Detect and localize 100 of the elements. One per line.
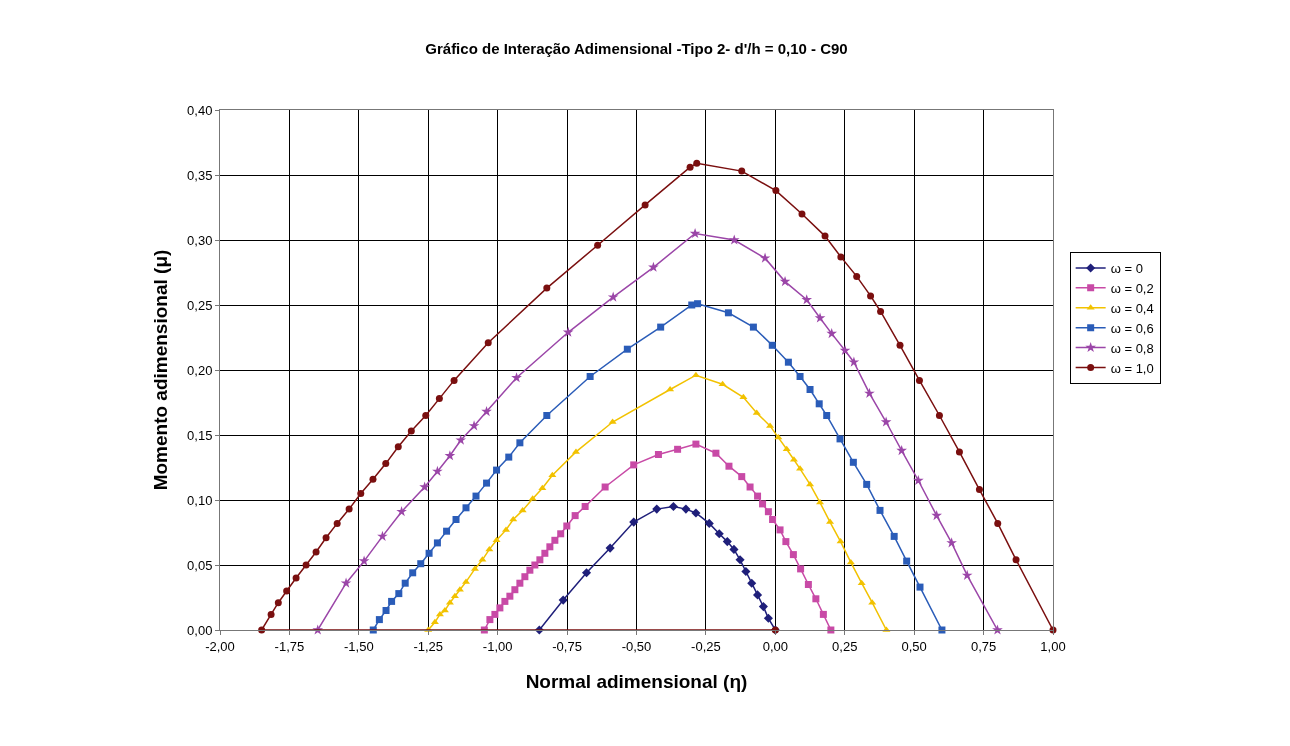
- point: [849, 458, 857, 466]
- point: [551, 536, 559, 544]
- y-tick-label: 0,15: [187, 427, 213, 443]
- legend-label: ω = 0,6: [1110, 320, 1154, 336]
- point: [864, 387, 875, 398]
- point: [571, 512, 579, 520]
- point: [511, 586, 519, 594]
- point: [486, 616, 494, 624]
- point: [511, 372, 522, 383]
- point: [369, 475, 377, 483]
- point: [657, 323, 665, 331]
- y-tick-label: 0,10: [187, 492, 213, 508]
- point: [444, 450, 456, 461]
- point: [516, 579, 524, 587]
- point: [782, 445, 791, 452]
- point: [768, 341, 776, 349]
- point: [375, 616, 383, 624]
- point: [485, 545, 494, 552]
- point: [641, 201, 649, 209]
- point: [839, 344, 851, 356]
- point: [746, 483, 754, 491]
- point: [789, 551, 797, 559]
- point: [725, 462, 733, 470]
- point: [450, 376, 458, 384]
- point: [492, 536, 501, 543]
- point: [481, 406, 492, 417]
- point: [496, 604, 504, 612]
- point: [586, 373, 594, 380]
- point: [935, 412, 943, 419]
- point: [563, 522, 571, 530]
- point: [738, 167, 746, 175]
- point: [821, 232, 829, 240]
- x-tick-label: -0,25: [691, 638, 721, 654]
- point: [812, 595, 820, 603]
- point: [417, 560, 425, 568]
- point: [946, 537, 957, 548]
- point: [623, 345, 631, 353]
- point: [994, 519, 1002, 527]
- point: [718, 380, 727, 387]
- point: [712, 449, 720, 457]
- x-tick-label: -0,50: [621, 638, 652, 654]
- point: [654, 451, 662, 458]
- point: [848, 356, 860, 367]
- y-tick-label: 0,35: [187, 167, 213, 183]
- point: [728, 234, 740, 245]
- point: [491, 610, 499, 618]
- point: [686, 163, 694, 171]
- point: [557, 530, 565, 538]
- point: [581, 503, 589, 510]
- point: [846, 558, 855, 565]
- y-tick-label: 0,40: [187, 102, 213, 118]
- point: [772, 187, 780, 195]
- point: [681, 504, 691, 514]
- point: [896, 341, 904, 349]
- x-tick-label: 0,00: [762, 638, 788, 654]
- point: [396, 506, 407, 517]
- point: [493, 466, 501, 474]
- point: [955, 448, 963, 456]
- point: [395, 590, 403, 598]
- point: [691, 508, 701, 518]
- point: [422, 412, 430, 419]
- point: [435, 610, 444, 617]
- point: [594, 241, 602, 249]
- point: [836, 435, 844, 443]
- point: [536, 556, 544, 564]
- point: [992, 624, 1003, 635]
- point: [322, 534, 330, 542]
- point: [382, 460, 390, 468]
- point: [312, 548, 320, 556]
- point: [916, 583, 924, 591]
- point: [806, 480, 815, 487]
- point: [890, 532, 898, 540]
- point: [543, 284, 551, 292]
- point: [526, 566, 534, 574]
- point: [432, 465, 443, 476]
- point: [724, 309, 732, 317]
- point: [292, 574, 300, 582]
- point: [483, 479, 491, 487]
- point: [302, 561, 310, 569]
- point: [501, 597, 509, 605]
- point: [433, 539, 441, 547]
- point: [693, 159, 701, 167]
- legend-label: ω = 0: [1110, 261, 1143, 277]
- point: [605, 543, 615, 553]
- point: [425, 549, 433, 557]
- point: [407, 427, 415, 435]
- point: [516, 439, 524, 447]
- point: [729, 544, 739, 554]
- point: [784, 358, 792, 366]
- point: [674, 445, 682, 453]
- point: [689, 227, 701, 239]
- point: [345, 505, 353, 513]
- point: [283, 587, 291, 595]
- point: [462, 504, 470, 512]
- point: [419, 481, 430, 492]
- point: [747, 578, 757, 588]
- point: [538, 484, 547, 491]
- point: [541, 549, 549, 557]
- point: [558, 595, 568, 605]
- legend-label: ω = 0,4: [1110, 300, 1154, 316]
